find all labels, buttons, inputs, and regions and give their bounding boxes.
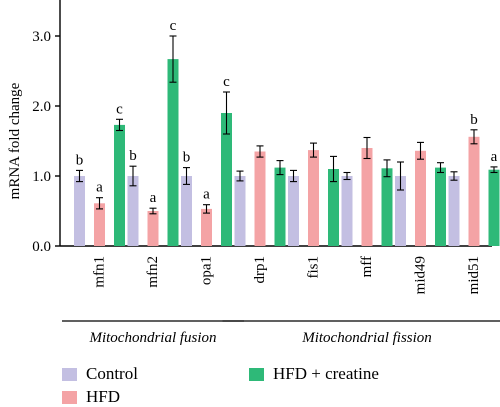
significance-letter: a: [96, 180, 103, 196]
bar-fis1-1: [308, 150, 319, 246]
legend-swatch-control: [62, 367, 77, 381]
bar-mff-2: [381, 168, 393, 246]
bar-opa1-0: [181, 176, 192, 246]
significance-letter: a: [203, 187, 210, 203]
bar-mfn2-0: [127, 176, 139, 246]
x-tick-label-mff: mff: [359, 256, 375, 277]
bar-mfn1-1: [94, 203, 105, 246]
legend-swatch-hfd: [62, 390, 77, 404]
significance-letter: c: [170, 18, 177, 34]
bar-mfn2-1: [147, 211, 159, 246]
y-tick-label: 2.0: [32, 99, 51, 115]
bar-mid49-2: [435, 167, 446, 246]
bar-fis1-2: [328, 169, 339, 246]
bar-mid49-1: [415, 150, 426, 246]
y-tick-label: 1.0: [32, 169, 51, 185]
legend-label-hfd: HFD: [86, 387, 121, 406]
legend-item-hfd: HFD: [62, 387, 120, 407]
bar-fis1-0: [288, 176, 299, 246]
legend-label-control: Control: [86, 364, 138, 383]
bar-mfn1-0: [74, 176, 85, 246]
legend-item-hfd-creatine: HFD + creatine: [249, 364, 379, 384]
y-axis-title: mRNA fold change: [7, 82, 23, 199]
bar-drp1-0: [234, 176, 246, 246]
bar-opa1-2: [221, 113, 232, 246]
x-tick-label-mfn2: mfn2: [145, 256, 161, 288]
y-tick-label: 0.0: [32, 239, 51, 255]
bar-mfn1-2: [114, 124, 125, 246]
group-label-1: Mitochondrial fission: [301, 330, 432, 346]
bar-opa1-1: [201, 208, 212, 246]
significance-letter: c: [223, 74, 230, 90]
bar-drp1-1: [254, 151, 266, 246]
bar-mid51-1: [468, 136, 480, 246]
bar-mff-1: [361, 148, 373, 246]
significance-letter: a: [150, 190, 157, 206]
group-label-0: Mitochondrial fusion: [88, 330, 216, 346]
significance-letter: b: [183, 150, 191, 166]
x-tick-label-mid51: mid51: [466, 256, 482, 294]
bar-mfn2-2: [167, 59, 179, 246]
bar-mff-0: [341, 176, 353, 246]
x-tick-label-drp1: drp1: [252, 256, 268, 284]
bar-drp1-2: [274, 167, 286, 246]
legend-label-hfd-creatine: HFD + creatine: [273, 364, 379, 383]
x-tick-label-mid49: mid49: [413, 256, 429, 294]
y-tick-label: 3.0: [32, 29, 51, 45]
bar-mid49-0: [395, 176, 406, 246]
significance-letter: b: [129, 148, 137, 164]
significance-letter: b: [470, 112, 478, 128]
significance-letter: a: [491, 149, 498, 165]
x-tick-label-fis1: fis1: [306, 256, 322, 279]
significance-letter: c: [116, 101, 123, 117]
bar-mid51-2: [488, 169, 500, 246]
bar-mid51-0: [448, 176, 460, 246]
legend-item-control: Control: [62, 364, 138, 384]
x-tick-label-opa1: opa1: [199, 256, 215, 285]
legend-swatch-hfd-creatine: [249, 367, 264, 381]
significance-letter: b: [76, 152, 84, 168]
x-tick-label-mfn1: mfn1: [92, 256, 108, 288]
